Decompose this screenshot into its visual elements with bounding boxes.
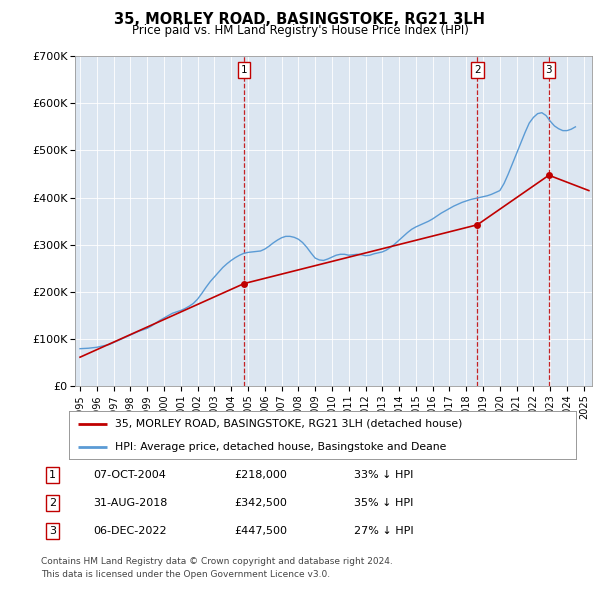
Text: 27% ↓ HPI: 27% ↓ HPI: [354, 526, 413, 536]
Text: HPI: Average price, detached house, Basingstoke and Deane: HPI: Average price, detached house, Basi…: [115, 442, 446, 452]
Text: 2: 2: [474, 65, 481, 75]
Text: 3: 3: [49, 526, 56, 536]
Text: 1: 1: [241, 65, 247, 75]
Text: Contains HM Land Registry data © Crown copyright and database right 2024.: Contains HM Land Registry data © Crown c…: [41, 558, 392, 566]
Text: 35, MORLEY ROAD, BASINGSTOKE, RG21 3LH (detached house): 35, MORLEY ROAD, BASINGSTOKE, RG21 3LH (…: [115, 419, 462, 429]
Text: 31-AUG-2018: 31-AUG-2018: [93, 498, 167, 507]
Text: Price paid vs. HM Land Registry's House Price Index (HPI): Price paid vs. HM Land Registry's House …: [131, 24, 469, 37]
Text: This data is licensed under the Open Government Licence v3.0.: This data is licensed under the Open Gov…: [41, 571, 330, 579]
Text: £218,000: £218,000: [234, 470, 287, 480]
Text: 33% ↓ HPI: 33% ↓ HPI: [354, 470, 413, 480]
Text: 1: 1: [49, 470, 56, 480]
Text: 3: 3: [545, 65, 552, 75]
Text: 35% ↓ HPI: 35% ↓ HPI: [354, 498, 413, 507]
Text: 07-OCT-2004: 07-OCT-2004: [93, 470, 166, 480]
Text: £447,500: £447,500: [234, 526, 287, 536]
Text: 35, MORLEY ROAD, BASINGSTOKE, RG21 3LH: 35, MORLEY ROAD, BASINGSTOKE, RG21 3LH: [115, 12, 485, 27]
Text: 06-DEC-2022: 06-DEC-2022: [93, 526, 167, 536]
Text: 2: 2: [49, 498, 56, 507]
Text: £342,500: £342,500: [234, 498, 287, 507]
